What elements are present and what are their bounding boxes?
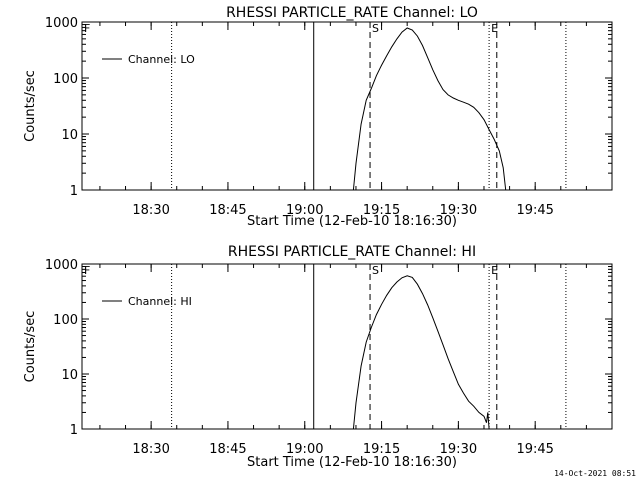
x-tick-label: 19:45 (516, 442, 553, 457)
event-marker-label: E (491, 264, 498, 277)
x-tick-label: 19:45 (516, 203, 553, 218)
chart-title: RHESSI PARTICLE_RATE Channel: LO (226, 5, 478, 21)
x-tick-label: 18:45 (209, 203, 246, 218)
event-marker-label: F (84, 22, 90, 35)
y-tick-label: 1 (70, 423, 78, 438)
footer-timestamp: 14-Oct-2021 08:51 (554, 469, 636, 478)
series-line (352, 27, 507, 191)
y-tick-label: 1000 (45, 16, 78, 31)
x-tick-label: 19:15 (363, 203, 400, 218)
event-marker-label: E (491, 22, 498, 35)
x-tick-label: 19:00 (286, 203, 323, 218)
panel-hi: RHESSI PARTICLE_RATE Channel: HI 1 10 100 10… (23, 244, 613, 470)
x-tick-label: 18:45 (209, 442, 246, 457)
panel-lo: RHESSI PARTICLE_RATE Channel: LO 1 10 100 10… (23, 5, 613, 229)
legend-label: Channel: HI (128, 295, 192, 308)
x-axis-label: Start Time (12-Feb-10 18:16:30) (247, 455, 457, 470)
y-axis-label: Counts/sec (23, 311, 38, 383)
plot-frame (81, 263, 613, 430)
x-tick-label: 19:30 (440, 203, 477, 218)
y-tick-label: 10 (61, 128, 78, 143)
y-tick-label: 1 (70, 184, 78, 199)
y-axis-label: Counts/sec (23, 70, 38, 142)
event-marker-label: S (372, 264, 379, 277)
event-marker-label: S (372, 22, 379, 35)
x-tick-label: 19:15 (363, 442, 400, 457)
x-tick-label: 19:00 (286, 442, 323, 457)
x-tick-label: 18:30 (132, 442, 169, 457)
x-tick-label: 19:30 (440, 442, 477, 457)
y-tick-label: 100 (53, 313, 78, 328)
series-line (352, 275, 490, 430)
x-axis-label: Start Time (12-Feb-10 18:16:30) (247, 214, 457, 229)
x-tick-label: 18:30 (132, 203, 169, 218)
y-tick-label: 100 (53, 72, 78, 87)
y-tick-label: 1000 (45, 258, 78, 273)
plot-frame (81, 21, 613, 191)
chart-title: RHESSI PARTICLE_RATE Channel: HI (228, 244, 476, 260)
event-marker-label: F (84, 264, 90, 277)
legend-label: Channel: LO (128, 53, 195, 66)
y-tick-label: 10 (61, 368, 78, 383)
